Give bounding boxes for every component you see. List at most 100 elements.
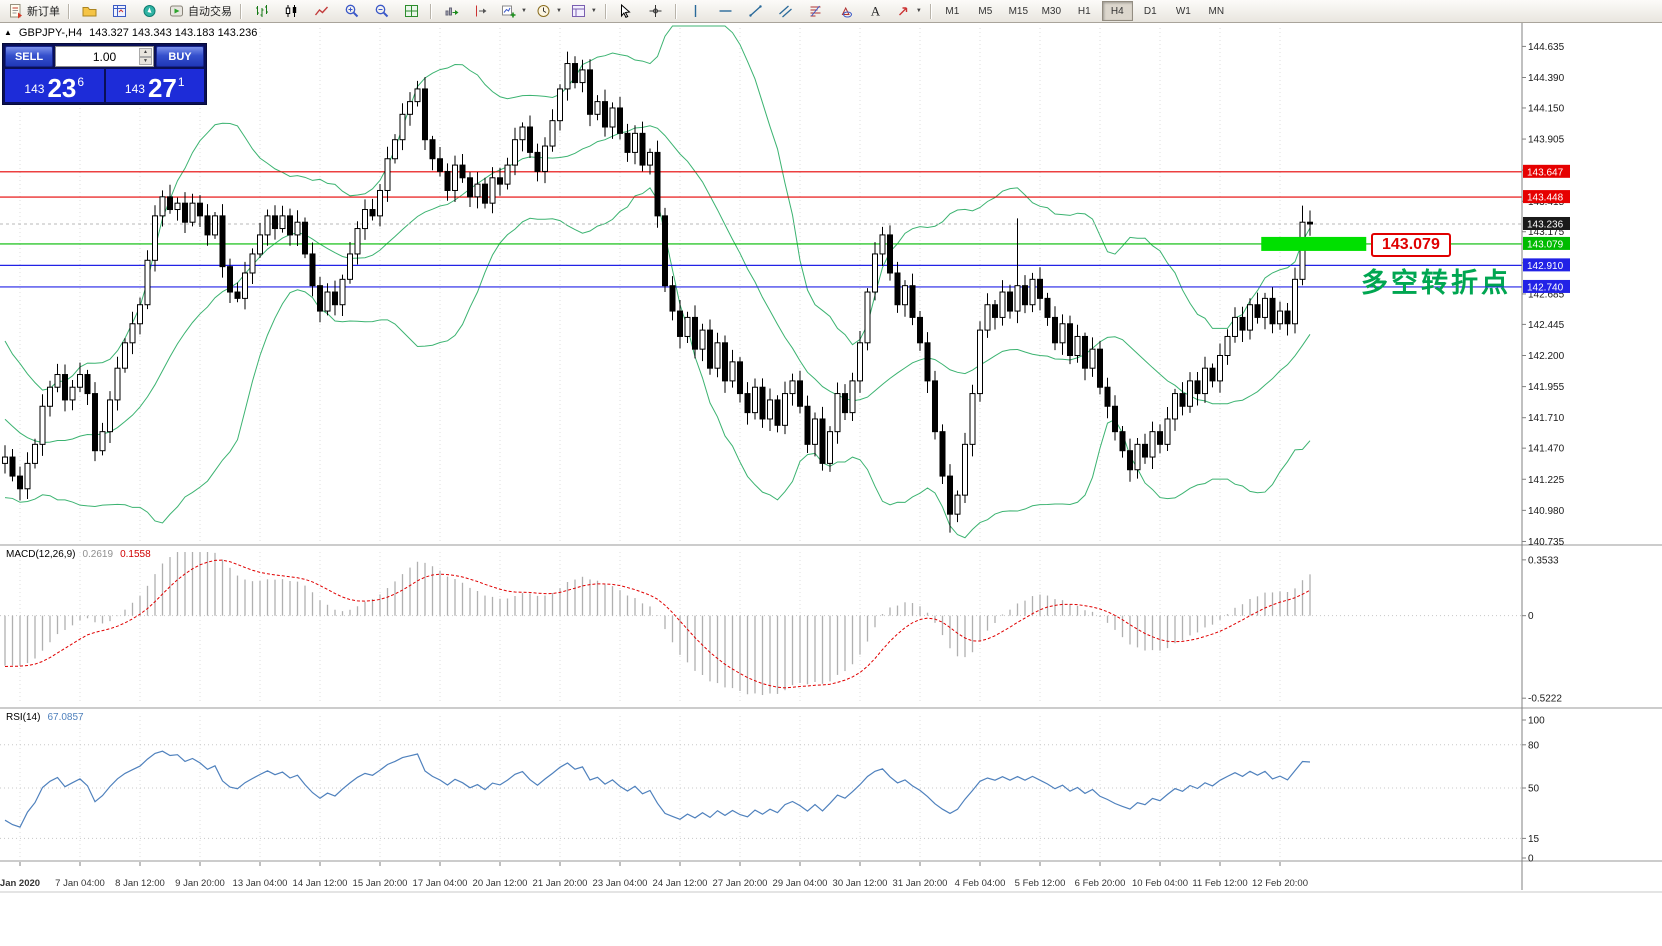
svg-text:0.3533: 0.3533: [1528, 555, 1559, 566]
zoom-in-button[interactable]: [336, 0, 366, 22]
timeframe-m5-button[interactable]: M5: [978, 5, 993, 17]
svg-text:143.236: 143.236: [1527, 219, 1564, 230]
zoom-out-button[interactable]: [366, 0, 396, 22]
periods-button[interactable]: ▼: [531, 0, 566, 22]
hline-icon: [717, 3, 734, 19]
svg-text:142.910: 142.910: [1527, 261, 1564, 272]
candlestick-chart-button[interactable]: [276, 0, 306, 22]
highlight-rectangle-object[interactable]: [1261, 236, 1367, 251]
dropdown-arrow-icon: ▼: [521, 8, 527, 14]
shapes-icon: [837, 3, 854, 19]
tile-windows-icon: [403, 3, 420, 19]
timeframe-m15-button[interactable]: M15: [1008, 5, 1029, 17]
fibonacci-retracement-button[interactable]: [801, 0, 831, 22]
toolbar-separator: [929, 3, 932, 19]
volume-up-button[interactable]: ▲: [139, 48, 152, 57]
toolbar-separator: [240, 3, 242, 19]
navigator-button[interactable]: [134, 0, 164, 22]
ask-pip-digit: 1: [177, 75, 185, 89]
turning-point-annotation[interactable]: 多空转折点: [1361, 268, 1511, 298]
auto-scroll-button[interactable]: [436, 0, 466, 22]
price-callout-label[interactable]: 143.079: [1371, 233, 1451, 257]
templates-button[interactable]: ▼: [566, 0, 601, 22]
vertical-line-button[interactable]: [681, 0, 711, 22]
svg-text:17 Jan 04:00: 17 Jan 04:00: [413, 878, 468, 889]
bars-chart-button[interactable]: [246, 0, 276, 22]
panel-separators: [0, 544, 1662, 893]
svg-text:15: 15: [1528, 834, 1540, 845]
svg-text:29 Jan 04:00: 29 Jan 04:00: [773, 878, 828, 889]
crosshair-icon: [647, 3, 664, 19]
line-chart-button[interactable]: [306, 0, 336, 22]
volume-down-button[interactable]: ▼: [139, 56, 152, 65]
svg-text:15 Jan 20:00: 15 Jan 20:00: [353, 878, 408, 889]
svg-text:144.390: 144.390: [1528, 73, 1565, 84]
buy-button[interactable]: BUY: [156, 46, 204, 67]
new-chart-icon: [500, 3, 517, 19]
profiles-button[interactable]: [74, 0, 104, 22]
svg-text:9 Jan 20:00: 9 Jan 20:00: [175, 878, 225, 889]
market-watch-icon: [111, 3, 128, 19]
svg-text:143.647: 143.647: [1527, 167, 1564, 178]
templates-icon: [570, 3, 587, 19]
bid-pip-digit: 6: [77, 75, 85, 89]
candles-layer: [2, 51, 1313, 533]
timeframe-m30-button[interactable]: M30: [1041, 5, 1062, 17]
dropdown-arrow-icon: ▼: [555, 8, 562, 14]
periods-icon: [535, 3, 552, 19]
svg-text:143.175: 143.175: [1528, 227, 1565, 238]
timeframe-h4-button[interactable]: H4: [1101, 1, 1133, 21]
svg-text:0: 0: [1528, 611, 1534, 622]
timeframe-d1-button[interactable]: D1: [1143, 5, 1157, 17]
timeframe-mn-button[interactable]: MN: [1208, 5, 1225, 17]
chart-shift-icon: [473, 3, 490, 19]
text-label-button[interactable]: A: [861, 0, 891, 22]
svg-text:31 Jan 20:00: 31 Jan 20:00: [893, 878, 948, 889]
chart-shift-button[interactable]: [466, 0, 496, 22]
ask-main-digits: 27: [147, 73, 177, 103]
timeframe-w1-button[interactable]: W1: [1175, 5, 1191, 17]
svg-text:7 Jan 04:00: 7 Jan 04:00: [55, 878, 105, 889]
rsi-name: RSI(14): [6, 712, 41, 723]
sell-price-button[interactable]: 143 23 6: [5, 69, 104, 102]
macd-value-main: 0.2619: [82, 549, 114, 560]
timeframe-h1-button[interactable]: H1: [1077, 5, 1091, 17]
new-order-label: 新订单: [27, 6, 60, 18]
svg-text:8 Jan 12:00: 8 Jan 12:00: [115, 878, 165, 889]
crosshair-button[interactable]: [641, 0, 671, 22]
volume-input[interactable]: 1.00 ▲ ▼: [55, 46, 154, 67]
svg-text:141.470: 141.470: [1528, 444, 1565, 455]
svg-text:143.079: 143.079: [1527, 239, 1564, 250]
trendline-button[interactable]: [741, 0, 771, 22]
vline-icon: [687, 3, 704, 19]
svg-text:11 Feb 12:00: 11 Feb 12:00: [1192, 878, 1247, 889]
svg-text:12 Feb 20:00: 12 Feb 20:00: [1252, 878, 1308, 889]
buy-price-button[interactable]: 143 27 1: [105, 69, 204, 103]
ask-prefix: 143: [124, 82, 145, 96]
dropdown-arrow-icon: ▼: [915, 8, 922, 14]
svg-text:10 Feb 04:00: 10 Feb 04:00: [1132, 878, 1188, 889]
autotrading-button[interactable]: 自动交易: [164, 0, 236, 22]
timeframe-m1-button[interactable]: M1: [945, 5, 960, 17]
market-watch-button[interactable]: [104, 0, 134, 22]
one-click-toggle[interactable]: ▲: [4, 28, 12, 37]
svg-text:80: 80: [1528, 740, 1540, 751]
bid-prefix: 143: [24, 82, 45, 96]
new-chart-button[interactable]: ▼: [496, 0, 531, 22]
line-chart-icon: [313, 3, 330, 19]
arrow-objects-button[interactable]: ▼: [891, 0, 926, 22]
svg-text:30 Jan 12:00: 30 Jan 12:00: [833, 878, 888, 889]
new-order-icon: [7, 3, 24, 19]
horizontal-line-button[interactable]: [711, 0, 741, 22]
equidistant-channel-button[interactable]: [771, 0, 801, 22]
new-order-button[interactable]: 新订单: [3, 0, 64, 22]
rsi-indicator-label: RSI(14) 67.0857: [6, 712, 84, 723]
tile-windows-button[interactable]: [396, 0, 426, 22]
toolbar-separator: [430, 3, 432, 19]
svg-text:142.445: 142.445: [1528, 320, 1565, 331]
cursor-button[interactable]: [611, 0, 641, 22]
sell-button[interactable]: SELL: [5, 46, 53, 67]
shapes-button[interactable]: [831, 0, 861, 22]
